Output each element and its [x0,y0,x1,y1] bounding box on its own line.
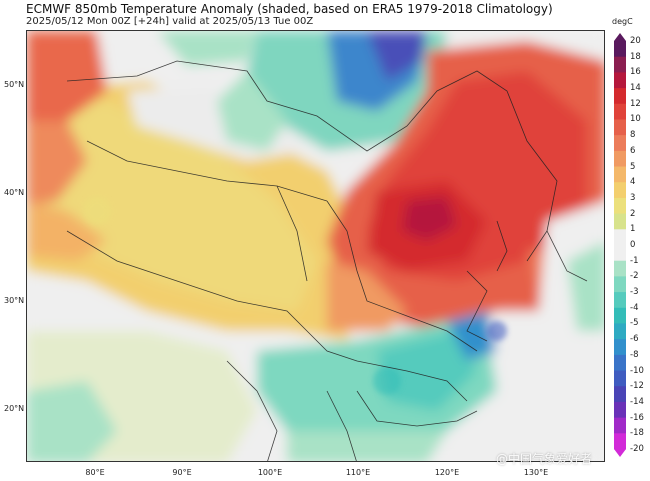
colorbar-segment [614,339,626,356]
lon-label-90e: 90°E [172,468,192,477]
colorbar-segment [614,292,626,309]
colorbar-segment [614,307,626,324]
colorbar-tick-label: -6 [630,334,639,345]
lon-label-110e: 110°E [345,468,371,477]
colorbar-tick-label: -16 [630,412,644,423]
colorbar-tick-label: 3 [630,192,636,203]
colorbar-tick-label: 4 [630,177,636,188]
colorbar-segment [614,56,626,73]
colorbar-tick-label: -1 [630,255,639,266]
lat-label-30n: 30°N [4,296,25,305]
colorbar-segment [614,213,626,230]
colorbar-segment [614,41,626,58]
colorbar-segment [614,433,626,450]
colorbar-segment [614,150,626,168]
colorbar-segment [614,417,626,434]
colorbar-segment [614,88,626,105]
colorbar-segment [614,245,626,262]
colorbar-tick-label: 14 [630,83,641,94]
colorbar-segment [614,370,626,387]
watermark: @中国气象爱好者 [496,452,593,466]
anomaly-map [26,30,605,462]
colorbar-tick-label: 1 [630,224,636,235]
colorbar-segment [614,119,626,136]
colorbar-tick-label: -18 [630,428,644,439]
colorbar-extend-top [614,33,626,41]
colorbar-tick-label: -12 [630,381,644,392]
colorbar-segment [614,103,626,120]
colorbar-tick-label: 5 [630,161,636,172]
colorbar-tick-label: 0 [630,240,636,250]
chart-subtitle: 2025/05/12 Mon 00Z [+24h] valid at 2025/… [26,16,314,27]
colorbar-segment [614,323,626,340]
colorbar-tick-label: -2 [630,271,639,282]
colorbar-tick-label: -4 [630,302,639,313]
colorbar-segment [614,135,626,152]
lat-label-40n: 40°N [4,188,25,197]
colorbar-tick-label: -10 [630,365,644,376]
colorbar-segment [614,197,626,215]
lat-label-20n: 20°N [4,404,25,413]
lon-label-130e: 130°E [523,468,549,477]
lon-label-100e: 100°E [257,468,283,477]
colorbar-tick-label: 20 [630,36,641,46]
colorbar-tick-label: 2 [630,208,636,219]
colorbar-segment [614,72,626,89]
colorbar-tick-label: -3 [630,287,639,298]
lon-label-80e: 80°E [85,468,105,477]
colorbar-segment [614,401,626,419]
colorbar-segment [614,354,626,372]
colorbar-tick-label: -20 [630,444,644,454]
colorbar-segment [614,276,626,293]
colorbar-tick-label: -14 [630,396,644,407]
colorbar-segment [614,166,626,183]
colorbar-segment [614,386,626,403]
colorbar-tick-label: 12 [630,98,641,109]
chart-title: ECMWF 850mb Temperature Anomaly (shaded,… [26,2,553,16]
lon-label-120e: 120°E [434,468,460,477]
colorbar-unit: degC [612,17,633,26]
colorbar-tick-label: 10 [630,114,641,125]
colorbar-segment [614,229,626,246]
colorbar-tick-label: -5 [630,318,639,329]
colorbar-tick-label: -8 [630,349,639,360]
anomaly-field [27,31,604,461]
colorbar-segment [614,182,626,199]
colorbar-tick-label: 6 [630,145,636,156]
colorbar-tick-label: 16 [630,67,641,78]
colorbar-extend-bottom [614,449,626,457]
colorbar-tick-label: 18 [630,51,641,62]
colorbar-tick-label: 8 [630,130,636,141]
lat-label-50n: 50°N [4,80,25,89]
colorbar [614,33,626,457]
colorbar-segment [614,260,626,277]
